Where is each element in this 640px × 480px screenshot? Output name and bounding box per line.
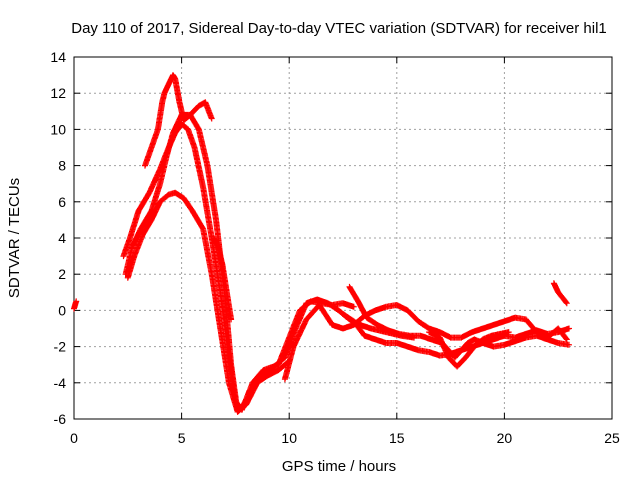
data-points bbox=[71, 72, 572, 415]
x-tick-label: 20 bbox=[497, 430, 513, 446]
series-track-f bbox=[210, 235, 235, 323]
series-points bbox=[210, 235, 235, 323]
axis-ticks: 0 5 10 15 20 25 -6 -4 -2 0 2 4 6 8 10 12 14 bbox=[50, 49, 620, 446]
series-track-d bbox=[124, 189, 293, 415]
series-track-e bbox=[142, 72, 215, 169]
series-points bbox=[122, 111, 417, 415]
series-track-j bbox=[426, 329, 512, 370]
series-track-k bbox=[550, 280, 570, 307]
x-tick-label: 25 bbox=[604, 430, 620, 446]
series-points bbox=[281, 302, 570, 383]
y-tick-label: 0 bbox=[58, 302, 66, 318]
series-points bbox=[426, 329, 512, 370]
x-tick-label: 0 bbox=[70, 430, 78, 446]
series-track-c bbox=[122, 111, 417, 415]
series-points bbox=[71, 298, 80, 312]
y-tick-label: 6 bbox=[58, 194, 66, 210]
y-tick-label: -6 bbox=[54, 411, 67, 427]
y-tick-label: -2 bbox=[54, 339, 67, 355]
series-points bbox=[142, 72, 215, 169]
series-track-g bbox=[281, 302, 570, 383]
y-axis-label: SDTVAR / TECUs bbox=[6, 178, 23, 298]
x-axis-label: GPS time / hours bbox=[282, 458, 396, 475]
y-tick-label: 10 bbox=[50, 121, 66, 137]
series-track-a bbox=[71, 298, 80, 312]
y-tick-label: 4 bbox=[58, 230, 66, 246]
chart-title: Day 110 of 2017, Sidereal Day-to-day VTE… bbox=[71, 20, 607, 37]
y-tick-label: 8 bbox=[58, 158, 66, 174]
series-points bbox=[124, 189, 293, 415]
series-track-b bbox=[120, 121, 357, 413]
y-tick-label: 14 bbox=[50, 49, 66, 65]
y-tick-label: 12 bbox=[50, 85, 66, 101]
x-tick-label: 10 bbox=[281, 430, 297, 446]
x-tick-label: 5 bbox=[178, 430, 186, 446]
y-tick-label: -4 bbox=[54, 375, 67, 391]
x-tick-label: 15 bbox=[389, 430, 405, 446]
series-points bbox=[550, 280, 570, 307]
series-points bbox=[120, 121, 357, 413]
grid bbox=[74, 57, 612, 419]
y-tick-label: 2 bbox=[58, 266, 66, 282]
